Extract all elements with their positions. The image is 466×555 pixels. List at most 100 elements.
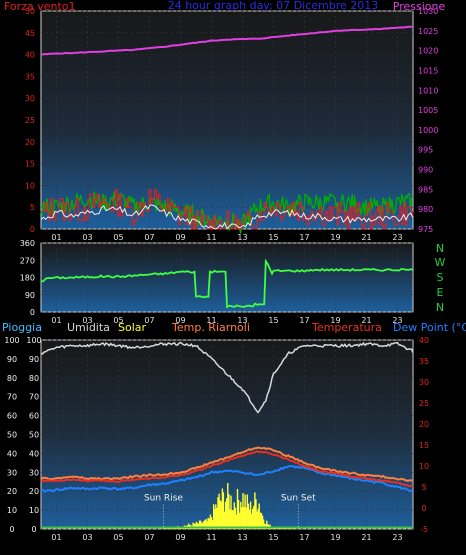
- y-tick-label: 10: [419, 462, 429, 471]
- direction-letter-n2: N: [436, 301, 444, 314]
- wind-speed-line: [41, 189, 414, 230]
- y-tick-label: 30: [25, 94, 35, 103]
- x-tick-label: 01: [51, 533, 61, 542]
- y-tick-label: 10: [7, 506, 17, 515]
- temperature-line: [40, 450, 414, 488]
- y-tick-label: -5: [420, 525, 428, 534]
- y-tick-label: 80: [29, 374, 39, 383]
- y-tick-label: 35: [25, 72, 35, 81]
- sunset-label: Sun Set: [281, 494, 316, 504]
- y-tick-label: 990: [418, 166, 433, 175]
- y-tick-label: 100: [26, 336, 41, 345]
- y-tick-label: 70: [7, 393, 17, 402]
- x-tick-label: 17: [299, 533, 309, 542]
- x-tick-label: 03: [82, 233, 92, 242]
- y-tick-label: 5: [421, 483, 426, 492]
- y-tick-label: 10: [25, 181, 35, 190]
- wind-average-line: [40, 204, 414, 230]
- y-tick-label: 995: [418, 146, 433, 155]
- dew-point-line: [40, 464, 414, 493]
- x-tick-label: 19: [330, 233, 340, 242]
- humidity-line: [40, 341, 414, 414]
- y-tick-label: 60: [7, 412, 17, 421]
- direction-letter-n: N: [436, 242, 444, 255]
- x-tick-label: 23: [392, 233, 402, 242]
- pressure-line: [40, 25, 414, 56]
- x-tick-label: 05: [113, 533, 123, 542]
- x-tick-label: 21: [361, 233, 371, 242]
- x-tick-label: 15: [268, 233, 278, 242]
- y-tick-label: 80: [7, 374, 17, 383]
- temperature-label: Temperatura: [311, 321, 382, 334]
- x-tick-label: 19: [330, 533, 340, 542]
- wind-direction-line: [40, 258, 414, 309]
- x-tick-label: 21: [361, 533, 371, 542]
- sunrise-label: Sun Rise: [144, 494, 183, 504]
- y-tick-label: 0: [9, 525, 14, 534]
- wind-speed-label: Forza vento1: [4, 0, 76, 13]
- y-tick-label: 40: [419, 336, 429, 345]
- y-tick-label: 0: [31, 525, 36, 534]
- y-tick-label: 0: [30, 225, 35, 234]
- x-tick-label: 15: [268, 533, 278, 542]
- y-tick-label: 5: [30, 203, 35, 212]
- y-tick-label: 30: [7, 468, 17, 477]
- x-tick-label: 11: [206, 316, 216, 325]
- y-tick-label: 1010: [418, 86, 438, 95]
- pressure-label: Pressione: [393, 0, 446, 13]
- x-tick-label: 21: [361, 316, 371, 325]
- y-tick-label: 50: [25, 7, 35, 16]
- y-tick-label: 100: [4, 336, 19, 345]
- y-tick-label: 90: [7, 355, 17, 364]
- y-tick-label: 985: [418, 185, 433, 194]
- y-tick-label: 360: [20, 239, 35, 248]
- y-tick-label: 40: [25, 51, 35, 60]
- x-tick-label: 23: [392, 316, 402, 325]
- y-tick-label: 90: [25, 291, 35, 300]
- solar-label: Solar: [118, 321, 147, 334]
- y-tick-label: 70: [29, 393, 39, 402]
- dew-point-label: Dew Point (°C): [393, 321, 466, 334]
- x-tick-label: 05: [113, 233, 123, 242]
- y-tick-label: 15: [419, 441, 429, 450]
- y-tick-label: 1030: [418, 7, 438, 16]
- x-tick-label: 15: [268, 316, 278, 325]
- x-tick-label: 13: [237, 316, 247, 325]
- x-tick-label: 11: [206, 533, 216, 542]
- direction-letter-s: S: [437, 271, 444, 284]
- y-tick-label: 40: [29, 449, 39, 458]
- y-tick-label: 20: [419, 420, 429, 429]
- x-tick-label: 03: [82, 316, 92, 325]
- x-tick-label: 13: [237, 533, 247, 542]
- temp2-label: Temp. Riarnoli: [171, 321, 250, 334]
- y-tick-label: 50: [29, 431, 39, 440]
- y-tick-label: 975: [418, 225, 433, 234]
- x-tick-label: 03: [82, 533, 92, 542]
- x-tick-label: 09: [175, 233, 185, 242]
- x-tick-label: 01: [51, 233, 61, 242]
- x-tick-label: 07: [144, 233, 154, 242]
- y-tick-label: 1005: [418, 106, 438, 115]
- y-tick-label: 15: [25, 160, 35, 169]
- y-tick-label: 180: [20, 274, 35, 283]
- y-tick-label: 35: [419, 357, 429, 366]
- x-tick-label: 09: [175, 533, 185, 542]
- y-tick-label: 45: [25, 29, 35, 38]
- x-tick-label: 05: [113, 316, 123, 325]
- x-tick-label: 13: [237, 233, 247, 242]
- y-tick-label: 980: [418, 205, 433, 214]
- y-tick-label: 0: [30, 308, 35, 317]
- humidity-label: Umidita: [67, 321, 110, 334]
- y-tick-label: 50: [7, 431, 17, 440]
- rain-label: Pioggia: [2, 321, 42, 334]
- direction-letter-w: W: [435, 256, 446, 269]
- chart-title: 24 hour graph day: 07 Dicembre 2013: [168, 0, 379, 12]
- y-tick-label: 10: [29, 506, 39, 515]
- x-tick-label: 17: [299, 233, 309, 242]
- x-tick-label: 23: [392, 533, 402, 542]
- x-tick-label: 19: [330, 316, 340, 325]
- y-tick-label: 90: [29, 355, 39, 364]
- y-tick-label: 20: [25, 138, 35, 147]
- direction-letter-e: E: [437, 286, 444, 299]
